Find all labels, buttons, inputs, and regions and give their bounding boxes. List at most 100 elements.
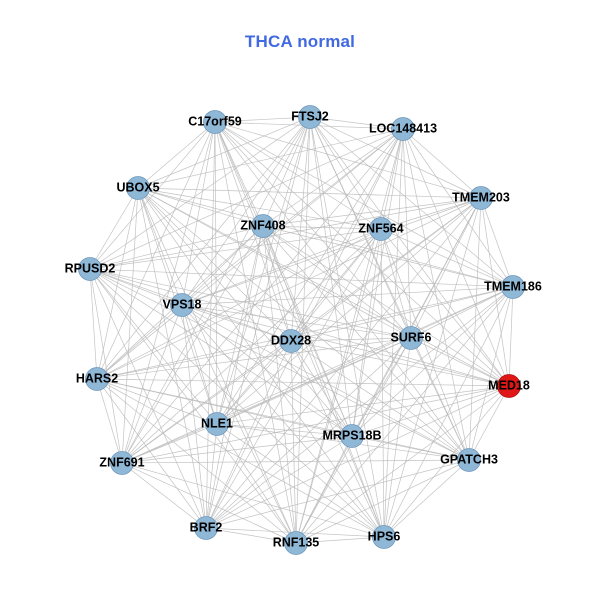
network-edge	[402, 128, 482, 199]
node-ddx28[interactable]	[279, 329, 303, 353]
network-edge	[290, 128, 404, 342]
network-edge	[216, 423, 385, 538]
network-edge	[121, 197, 482, 464]
network-edge	[96, 378, 218, 425]
network-edge	[351, 435, 385, 538]
node-vps18[interactable]	[170, 293, 194, 317]
network-edge	[290, 286, 514, 342]
network-edge	[380, 197, 482, 230]
network-edge	[262, 197, 482, 227]
network-edge	[290, 340, 353, 437]
network-edge	[262, 225, 292, 342]
network-edge	[351, 337, 412, 437]
network-edge	[96, 378, 123, 464]
node-rpusd2[interactable]	[78, 257, 102, 281]
network-edge	[96, 378, 470, 461]
network-edge	[214, 121, 470, 461]
network-edge	[96, 187, 139, 380]
network-edge	[262, 225, 510, 387]
network-edge	[351, 385, 510, 437]
network-edge	[121, 187, 139, 464]
network-edge	[216, 385, 510, 425]
node-gpatch3[interactable]	[457, 448, 481, 472]
network-edge	[181, 304, 412, 339]
network-edge	[205, 286, 514, 529]
node-tmem186[interactable]	[501, 275, 525, 299]
network-edge	[137, 187, 264, 227]
network-edge	[309, 116, 385, 538]
network-edge	[205, 459, 470, 529]
network-edge	[89, 268, 412, 339]
node-hars2[interactable]	[85, 367, 109, 391]
network-edge	[96, 378, 510, 387]
node-ubox5[interactable]	[126, 176, 150, 200]
node-c17orf59[interactable]	[203, 110, 227, 134]
network-edge	[351, 128, 404, 437]
node-hps6[interactable]	[372, 525, 396, 549]
node-rnf135[interactable]	[284, 531, 308, 555]
network-edge	[96, 197, 482, 380]
network-edge	[96, 378, 207, 529]
network-edge	[89, 268, 514, 288]
network-edge	[89, 268, 98, 380]
network-edge	[137, 187, 207, 529]
network-edge	[290, 337, 412, 342]
network-edge	[402, 128, 470, 461]
network-edge	[216, 116, 311, 425]
node-znf408[interactable]	[251, 214, 275, 238]
network-edge	[89, 268, 207, 529]
network-edge	[181, 304, 297, 544]
node-surf6[interactable]	[399, 326, 423, 350]
network-edge	[480, 197, 514, 288]
network-edge	[295, 197, 482, 544]
edges-layer	[89, 116, 514, 544]
network-edge	[137, 187, 292, 342]
node-mrps18b[interactable]	[340, 424, 364, 448]
network-edge	[181, 304, 510, 387]
network-edge	[89, 268, 510, 387]
network-edge	[121, 462, 385, 538]
node-loc148413[interactable]	[391, 117, 415, 141]
network-edge	[121, 462, 207, 529]
node-tmem203[interactable]	[469, 186, 493, 210]
network-edge	[480, 197, 510, 387]
node-nle1[interactable]	[205, 412, 229, 436]
network-edge	[383, 459, 470, 538]
network-edge	[216, 128, 404, 425]
network-edge	[383, 337, 412, 538]
network-edge	[121, 225, 264, 464]
network-edge	[205, 121, 216, 529]
network-edge	[89, 268, 123, 464]
network-edge	[96, 286, 514, 380]
network-edge	[214, 121, 385, 538]
network-edge	[89, 228, 382, 270]
node-ftsj2[interactable]	[298, 105, 322, 129]
network-edge	[205, 527, 297, 544]
network-edge	[121, 304, 183, 464]
network-edge	[137, 121, 216, 189]
network-edge	[96, 337, 412, 380]
network-edge	[214, 116, 311, 123]
network-edge	[468, 197, 482, 461]
node-znf564[interactable]	[369, 217, 393, 241]
network-edge	[262, 225, 382, 230]
network-edge	[205, 225, 264, 529]
network-edge	[205, 340, 292, 529]
network-edge	[402, 128, 510, 387]
network-edge	[205, 228, 382, 529]
network-edge	[309, 116, 514, 288]
network-edge	[216, 340, 292, 425]
node-brf2[interactable]	[194, 516, 218, 540]
network-edge	[89, 268, 218, 425]
network-edge	[351, 228, 382, 437]
network-edge	[181, 197, 482, 306]
network-edge	[137, 128, 404, 189]
network-edge	[402, 128, 412, 339]
network-edge	[214, 121, 382, 230]
network-edge	[181, 304, 292, 342]
network-edge	[96, 378, 385, 538]
node-med18[interactable]	[497, 374, 521, 398]
network-edge	[96, 121, 216, 380]
network-edge	[410, 337, 470, 461]
node-znf691[interactable]	[110, 451, 134, 475]
